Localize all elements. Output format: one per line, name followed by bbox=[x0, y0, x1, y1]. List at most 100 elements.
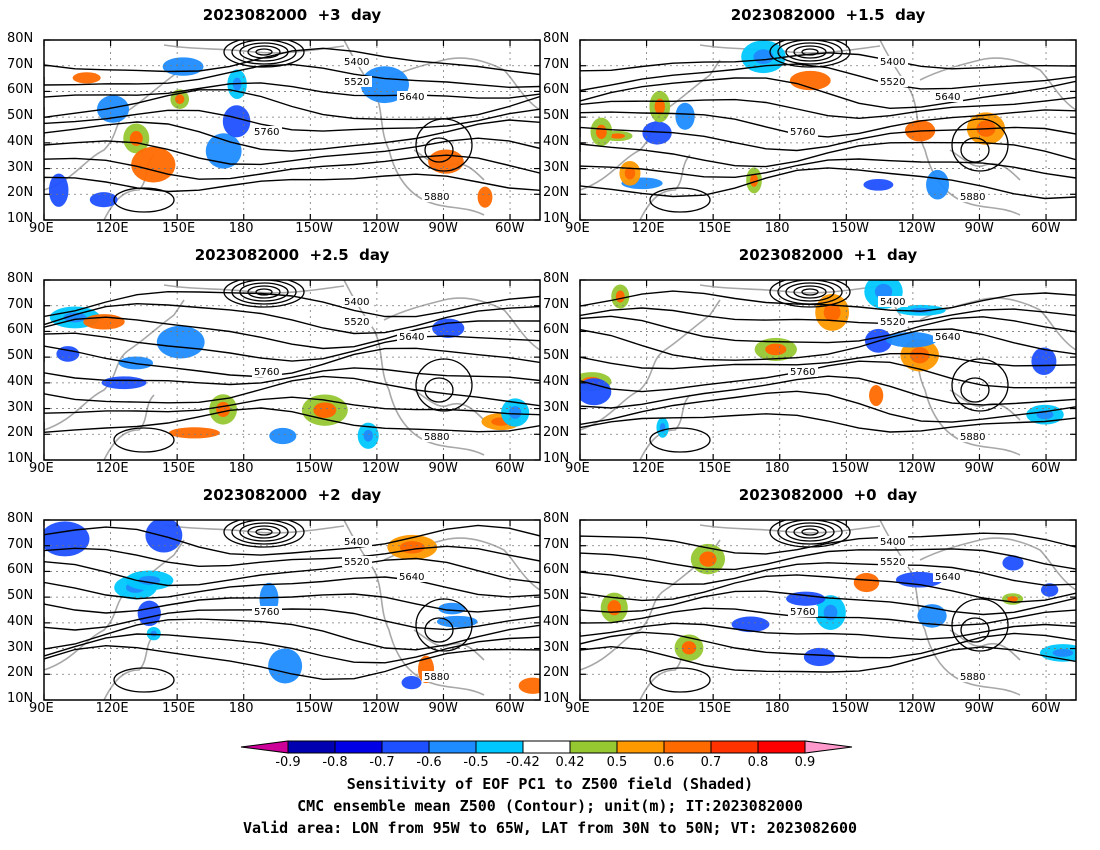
colorbar-label: 0.9 bbox=[794, 755, 816, 770]
lon-tick-label: 60W bbox=[1031, 701, 1061, 716]
lat-tick-label: 80N bbox=[543, 271, 570, 286]
contour-label: 5400 bbox=[880, 537, 905, 548]
lat-tick-label: 60N bbox=[7, 562, 34, 578]
lon-tick-label: 120W bbox=[361, 461, 400, 476]
lat-tick-label: 70N bbox=[7, 536, 34, 552]
lat-tick-label: 30N bbox=[543, 639, 570, 655]
lat-tick-label: 60N bbox=[7, 322, 34, 338]
contour-label: 5760 bbox=[254, 127, 279, 138]
colorbar-label: -0.42 bbox=[506, 755, 540, 770]
caption-line-3: Valid area: LON from 95W to 65W, LAT fro… bbox=[242, 819, 858, 837]
lon-tick-label: 60W bbox=[495, 221, 525, 236]
lat-tick-label: 70N bbox=[543, 56, 570, 72]
lat-tick-label: 50N bbox=[543, 348, 570, 364]
lon-tick-label: 60W bbox=[1031, 461, 1061, 476]
lat-tick-label: 70N bbox=[543, 296, 570, 312]
lat-tick-label: 70N bbox=[7, 56, 34, 72]
lat-tick-label: 60N bbox=[543, 322, 570, 338]
caption-line-1: Sensitivity of EOF PC1 to Z500 field (Sh… bbox=[346, 775, 754, 793]
lat-tick-label: 40N bbox=[543, 613, 570, 629]
lat-tick-label: 30N bbox=[7, 159, 34, 175]
contour-label: 5400 bbox=[880, 297, 905, 308]
panel-title: 2023082000 +3 day bbox=[202, 6, 382, 24]
lat-tick-label: 10N bbox=[7, 211, 34, 226]
lat-tick-label: 30N bbox=[7, 639, 34, 655]
lat-tick-label: 80N bbox=[7, 511, 34, 526]
contour-label: 5880 bbox=[960, 192, 985, 203]
lon-tick-label: 150E bbox=[698, 461, 732, 476]
lat-tick-label: 70N bbox=[543, 536, 570, 552]
contour-label: 5640 bbox=[935, 332, 960, 343]
panel-title: 2023082000 +1 day bbox=[738, 246, 918, 264]
lon-tick-label: 150E bbox=[162, 461, 196, 476]
colorbar-segment bbox=[334, 740, 383, 754]
lat-tick-label: 50N bbox=[7, 588, 34, 604]
lat-tick-label: 30N bbox=[7, 399, 34, 415]
lon-tick-label: 120E bbox=[631, 701, 665, 716]
contour-label: 5640 bbox=[399, 92, 424, 103]
lat-tick-label: 50N bbox=[543, 108, 570, 124]
lon-tick-label: 60W bbox=[495, 461, 525, 476]
contour-label: 5880 bbox=[424, 192, 449, 203]
lat-tick-label: 20N bbox=[7, 185, 34, 201]
contour-label: 5520 bbox=[880, 77, 905, 88]
lon-tick-label: 120E bbox=[631, 221, 665, 236]
colorbar-label: -0.6 bbox=[416, 755, 442, 770]
contour-label: 5640 bbox=[935, 572, 960, 583]
lat-tick-label: 80N bbox=[543, 31, 570, 46]
lon-tick-label: 90E bbox=[29, 221, 54, 236]
lat-tick-label: 20N bbox=[7, 425, 34, 441]
lon-tick-label: 120W bbox=[897, 701, 936, 716]
lon-tick-label: 90E bbox=[565, 461, 590, 476]
lon-tick-label: 120W bbox=[897, 461, 936, 476]
lat-tick-label: 50N bbox=[543, 588, 570, 604]
contour-label: 5520 bbox=[880, 557, 905, 568]
colorbar-segment bbox=[381, 740, 430, 754]
colorbar-arrow-right bbox=[804, 740, 853, 754]
lat-tick-label: 20N bbox=[543, 425, 570, 441]
colorbar-label: 0.5 bbox=[606, 755, 628, 770]
lat-tick-label: 10N bbox=[543, 211, 570, 226]
lat-tick-label: 20N bbox=[543, 185, 570, 201]
lon-tick-label: 120W bbox=[361, 221, 400, 236]
lon-tick-label: 60W bbox=[495, 701, 525, 716]
lat-tick-label: 10N bbox=[543, 451, 570, 466]
contour-label: 5640 bbox=[935, 92, 960, 103]
lat-tick-label: 80N bbox=[7, 271, 34, 286]
panel-title: 2023082000 +0 day bbox=[738, 486, 918, 504]
colorbar-label: 0.7 bbox=[700, 755, 722, 770]
lon-tick-label: 120E bbox=[95, 221, 129, 236]
contour-label: 5640 bbox=[399, 572, 424, 583]
lat-tick-label: 60N bbox=[543, 562, 570, 578]
lon-tick-label: 120E bbox=[95, 701, 129, 716]
colorbar-segment bbox=[428, 740, 477, 754]
lat-tick-label: 10N bbox=[543, 691, 570, 706]
contour-label: 5400 bbox=[880, 57, 905, 68]
contour-label: 5760 bbox=[790, 607, 815, 618]
lon-tick-label: 90W bbox=[964, 461, 994, 476]
colorbar-segment bbox=[616, 740, 665, 754]
lon-tick-label: 180 bbox=[764, 461, 790, 476]
lon-tick-label: 150E bbox=[698, 221, 732, 236]
colorbar-label: 0.6 bbox=[653, 755, 675, 770]
lon-tick-label: 150E bbox=[698, 701, 732, 716]
contour-label: 5760 bbox=[254, 367, 279, 378]
lat-tick-label: 50N bbox=[7, 348, 34, 364]
colorbar-segment bbox=[757, 740, 806, 754]
colorbar-graphic bbox=[240, 740, 853, 754]
lat-tick-label: 40N bbox=[7, 373, 34, 389]
lon-tick-label: 120W bbox=[361, 701, 400, 716]
lon-tick-label: 150E bbox=[162, 221, 196, 236]
lon-tick-label: 60W bbox=[1031, 221, 1061, 236]
lon-tick-label: 180 bbox=[764, 701, 790, 716]
colorbar-segment bbox=[522, 740, 571, 754]
lon-tick-label: 90E bbox=[29, 461, 54, 476]
lat-tick-label: 60N bbox=[7, 82, 34, 98]
lat-tick-label: 80N bbox=[7, 31, 34, 46]
panel-title: 2023082000 +2 day bbox=[202, 486, 382, 504]
lon-tick-label: 120W bbox=[897, 221, 936, 236]
lon-tick-label: 90W bbox=[964, 701, 994, 716]
contour-label: 5760 bbox=[254, 607, 279, 618]
lat-tick-label: 40N bbox=[7, 133, 34, 149]
contour-label: 5760 bbox=[790, 127, 815, 138]
